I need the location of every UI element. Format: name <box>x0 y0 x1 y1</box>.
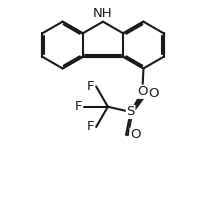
Text: F: F <box>87 80 94 93</box>
Text: NH: NH <box>93 7 113 20</box>
Text: O: O <box>149 87 159 100</box>
Text: O: O <box>130 128 141 141</box>
Text: O: O <box>137 85 147 98</box>
Text: S: S <box>126 106 135 119</box>
Text: F: F <box>87 120 94 134</box>
Text: F: F <box>75 100 82 113</box>
